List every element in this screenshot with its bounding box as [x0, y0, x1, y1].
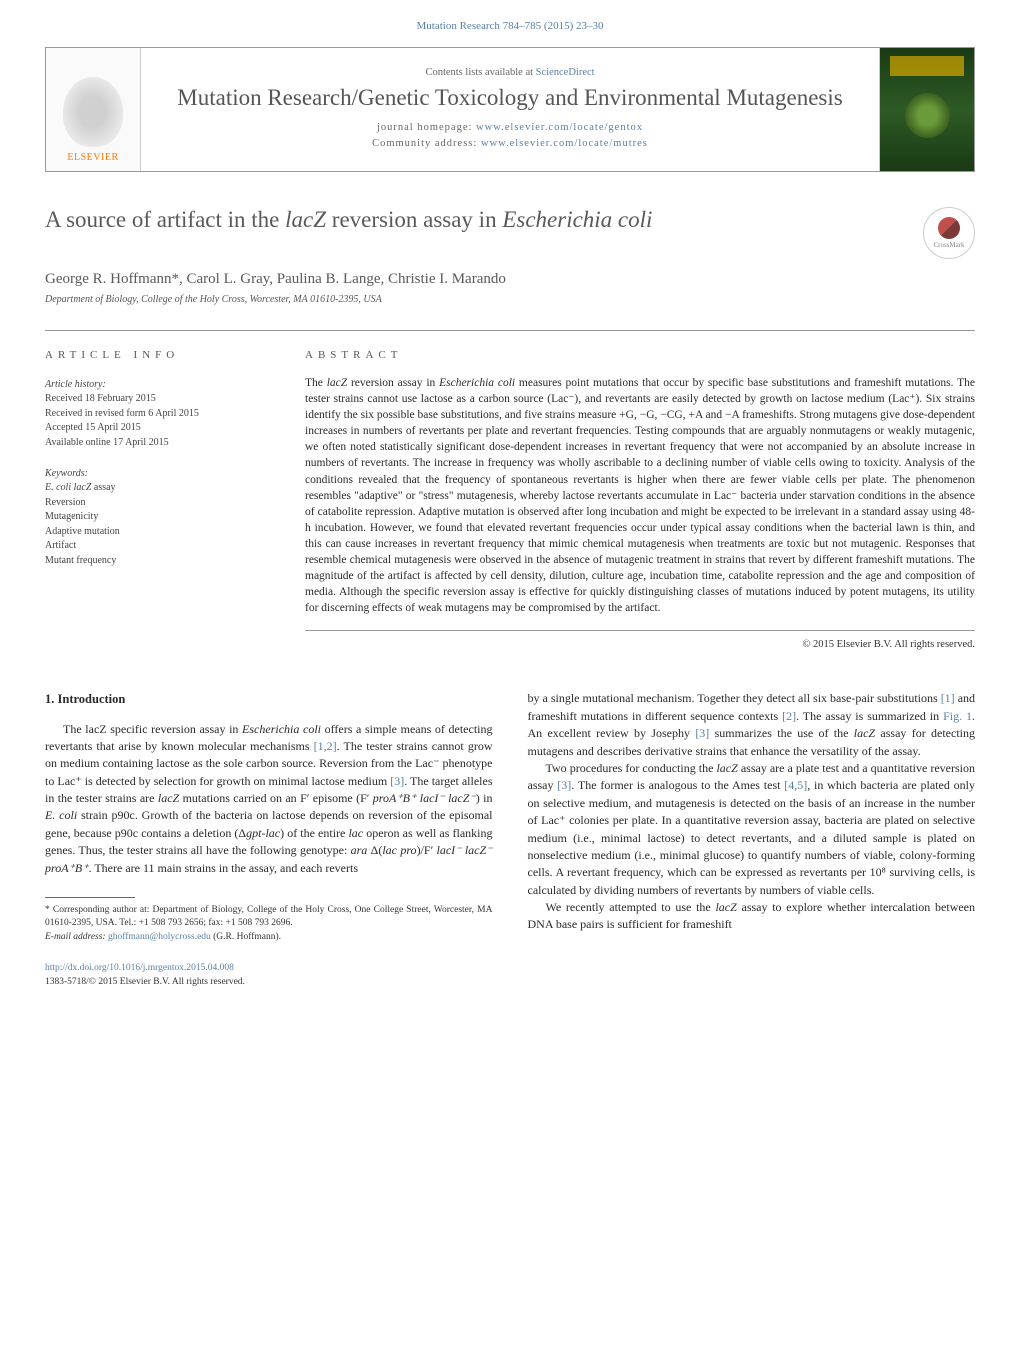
homepage-link[interactable]: www.elsevier.com/locate/gentox: [476, 122, 643, 133]
title-italic: Escherichia coli: [502, 207, 652, 232]
elsevier-tree-icon: [63, 77, 123, 147]
citation[interactable]: [3]: [557, 778, 571, 792]
text-italic: lacZ: [158, 791, 179, 805]
article-title: A source of artifact in the lacZ reversi…: [45, 207, 903, 233]
text-italic: Escherichia coli: [242, 722, 321, 736]
author-list: George R. Hoffmann*, Carol L. Gray, Paul…: [45, 271, 975, 288]
keyword-text: assay: [91, 482, 115, 493]
keywords-label: Keywords:: [45, 468, 270, 479]
citation[interactable]: [1,2]: [314, 739, 337, 753]
right-column: by a single mutational mechanism. Togeth…: [528, 690, 976, 989]
text-italic: lacZ: [854, 726, 875, 740]
abstract-span: measures point mutations that occur by s…: [305, 377, 975, 614]
abstract-column: ABSTRACT The lacZ reversion assay in Esc…: [305, 330, 975, 650]
journal-title: Mutation Research/Genetic Toxicology and…: [151, 84, 869, 112]
email-label: E-mail address:: [45, 932, 108, 942]
text-italic: lac pro: [382, 843, 416, 857]
text-span: )/F′: [417, 843, 437, 857]
text-span: . The assay is summarized in: [796, 709, 943, 723]
contents-line: Contents lists available at ScienceDirec…: [151, 67, 869, 78]
doi-link[interactable]: http://dx.doi.org/10.1016/j.mrgentox.201…: [45, 962, 493, 976]
text-span: ) in: [476, 791, 493, 805]
text-span: by a single mutational mechanism. Togeth…: [528, 691, 941, 705]
info-abstract-row: ARTICLE INFO Article history: Received 1…: [45, 330, 975, 650]
email-line: E-mail address: ghoffmann@holycross.edu …: [45, 931, 493, 944]
journal-links: journal homepage: www.elsevier.com/locat…: [151, 120, 869, 152]
text-italic: E. coli: [45, 808, 77, 822]
abstract-italic: lacZ: [327, 377, 347, 389]
title-part: A source of artifact in the: [45, 207, 285, 232]
history-dates: Received 18 February 2015 Received in re…: [45, 392, 270, 450]
text-span: Δ(: [367, 843, 382, 857]
body-paragraph: Two procedures for conducting the lacZ a…: [528, 760, 976, 899]
corresponding-author-note: * Corresponding author at: Department of…: [45, 904, 493, 931]
text-span: The lacZ specific reversion assay in: [63, 722, 242, 736]
crossmark-icon: [938, 217, 960, 239]
community-label: Community address:: [372, 138, 481, 149]
text-span: ) of the entire: [280, 826, 348, 840]
citation[interactable]: [3]: [390, 774, 404, 788]
footnote-rule: [45, 897, 135, 898]
text-span: summarizes the use of the: [709, 726, 853, 740]
keyword-text: Reversion Mutagenicity Adaptive mutation…: [45, 497, 120, 566]
citation[interactable]: [3]: [695, 726, 709, 740]
keywords-list: E. coli lacZ assay Reversion Mutagenicit…: [45, 481, 270, 568]
abstract-heading: ABSTRACT: [305, 349, 975, 361]
history-label: Article history:: [45, 379, 270, 390]
homepage-label: journal homepage:: [377, 122, 476, 133]
body-paragraph: We recently attempted to use the lacZ as…: [528, 899, 976, 934]
info-heading: ARTICLE INFO: [45, 349, 270, 361]
title-row: A source of artifact in the lacZ reversi…: [45, 207, 975, 259]
journal-reference: Mutation Research 784–785 (2015) 23–30: [45, 20, 975, 32]
text-italic: lacZ: [716, 761, 737, 775]
community-link[interactable]: www.elsevier.com/locate/mutres: [481, 138, 648, 149]
text-italic: lacZ: [715, 900, 736, 914]
abstract-span: The: [305, 377, 327, 389]
rights-line: 1383-5718/© 2015 Elsevier B.V. All right…: [45, 976, 493, 990]
abstract-copyright: © 2015 Elsevier B.V. All rights reserved…: [305, 639, 975, 650]
crossmark-badge[interactable]: CrossMark: [923, 207, 975, 259]
publisher-logo: ELSEVIER: [46, 48, 141, 171]
text-span: mutations carried on an F′ episome (F′: [179, 791, 373, 805]
affiliation: Department of Biology, College of the Ho…: [45, 294, 975, 305]
text-span: . The former is analogous to the Ames te…: [571, 778, 784, 792]
text-span: , in which bacteria are plated only on s…: [528, 778, 976, 896]
text-italic: gpt-lac: [246, 826, 280, 840]
publisher-name: ELSEVIER: [67, 152, 118, 163]
citation[interactable]: [1]: [941, 691, 955, 705]
text-italic: lac: [348, 826, 363, 840]
journal-title-block: Contents lists available at ScienceDirec…: [141, 48, 879, 171]
body-columns: 1. Introduction The lacZ specific revers…: [45, 690, 975, 989]
title-italic: lacZ: [285, 207, 326, 232]
sciencedirect-link[interactable]: ScienceDirect: [536, 67, 595, 78]
abstract-italic: Escherichia coli: [439, 377, 515, 389]
title-part: reversion assay in: [326, 207, 502, 232]
intro-heading: 1. Introduction: [45, 690, 493, 708]
body-paragraph: The lacZ specific reversion assay in Esc…: [45, 721, 493, 878]
text-italic: ara: [351, 843, 368, 857]
citation[interactable]: [2]: [782, 709, 796, 723]
left-column: 1. Introduction The lacZ specific revers…: [45, 690, 493, 989]
crossmark-label: CrossMark: [933, 241, 964, 249]
body-paragraph: by a single mutational mechanism. Togeth…: [528, 690, 976, 760]
keyword-italic: E. coli lacZ: [45, 482, 91, 493]
journal-header: ELSEVIER Contents lists available at Sci…: [45, 47, 975, 172]
figure-ref[interactable]: Fig. 1: [943, 709, 972, 723]
article-info-sidebar: ARTICLE INFO Article history: Received 1…: [45, 331, 270, 650]
abstract-span: reversion assay in: [347, 377, 439, 389]
abstract-text: The lacZ reversion assay in Escherichia …: [305, 375, 975, 631]
citation[interactable]: [4,5]: [784, 778, 807, 792]
email-link[interactable]: ghoffmann@holycross.edu: [108, 932, 211, 942]
text-span: Two procedures for conducting the: [546, 761, 717, 775]
contents-prefix: Contents lists available at: [425, 67, 535, 78]
text-span: We recently attempted to use the: [546, 900, 716, 914]
text-italic: proA⁺B⁺ lacI⁻ lacZ⁻: [373, 791, 476, 805]
email-suffix: (G.R. Hoffmann).: [211, 932, 281, 942]
journal-cover-thumbnail: [879, 48, 974, 171]
text-span: . There are 11 main strains in the assay…: [89, 861, 358, 875]
